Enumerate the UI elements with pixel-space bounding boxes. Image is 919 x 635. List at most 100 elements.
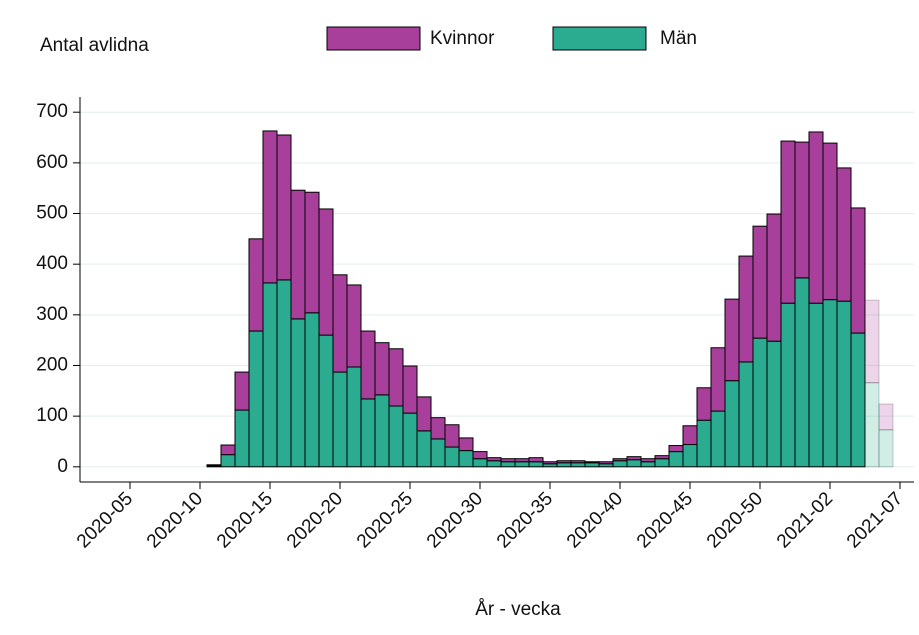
bar-segment bbox=[332, 371, 348, 468]
y-tick-label: 100 bbox=[36, 405, 68, 426]
x-tick-label: 2020-15 bbox=[213, 488, 277, 552]
legend-swatch bbox=[552, 26, 647, 51]
bar-segment bbox=[696, 419, 712, 468]
bar-segment bbox=[318, 208, 334, 336]
bar-segment bbox=[374, 394, 390, 468]
x-tick-label: 2020-30 bbox=[423, 488, 487, 552]
bar-segment bbox=[752, 337, 768, 468]
bar-segment bbox=[444, 446, 460, 468]
bar-segment bbox=[794, 141, 810, 279]
legend-swatch bbox=[326, 26, 421, 51]
legend-label: Män bbox=[660, 28, 697, 49]
bar-segment bbox=[822, 142, 838, 301]
bar-segment bbox=[346, 284, 362, 368]
x-tick-label: 2021-02 bbox=[773, 488, 837, 552]
bar-segment bbox=[542, 461, 558, 465]
x-tick-label: 2020-25 bbox=[353, 488, 417, 552]
bar-segment bbox=[290, 189, 306, 320]
bar-segment bbox=[724, 298, 740, 382]
bar-segment bbox=[710, 347, 726, 412]
bar-segment bbox=[402, 412, 418, 468]
y-tick-label: 200 bbox=[36, 355, 68, 376]
bar-segment bbox=[234, 409, 250, 468]
y-tick-label: 400 bbox=[36, 253, 68, 274]
bar-segment bbox=[878, 403, 894, 431]
bar-segment bbox=[374, 342, 390, 396]
bar-segment bbox=[206, 464, 222, 467]
bar-segment bbox=[500, 461, 516, 468]
bar-segment bbox=[276, 279, 292, 468]
bar-segment bbox=[528, 461, 544, 468]
bar-segment bbox=[304, 191, 320, 314]
bar-segment bbox=[766, 340, 782, 468]
x-axis-label: År - vecka bbox=[475, 599, 561, 620]
x-tick-label: 2020-50 bbox=[703, 488, 767, 552]
bar-segment bbox=[570, 460, 586, 464]
bar-segment bbox=[290, 318, 306, 468]
bar-segment bbox=[864, 382, 880, 468]
bar-segment bbox=[332, 274, 348, 373]
bar-segment bbox=[780, 140, 796, 304]
bar-segment bbox=[388, 348, 404, 407]
y-axis-label: Antal avlidna bbox=[40, 35, 149, 56]
bar-segment bbox=[388, 405, 404, 468]
bar-segment bbox=[458, 450, 474, 468]
x-tick-label: 2021-07 bbox=[843, 488, 907, 552]
y-tick-label: 500 bbox=[36, 203, 68, 224]
bar-segment bbox=[766, 213, 782, 342]
bar-segment bbox=[626, 459, 642, 468]
bar-segment bbox=[752, 225, 768, 339]
bar-segment bbox=[584, 461, 600, 464]
y-tick-label: 700 bbox=[36, 101, 68, 122]
x-tick-label: 2020-45 bbox=[633, 488, 697, 552]
y-tick-label: 300 bbox=[36, 304, 68, 325]
bar-segment bbox=[668, 451, 684, 468]
bar-segment bbox=[808, 131, 824, 304]
bar-segment bbox=[360, 398, 376, 468]
y-tick-label: 600 bbox=[36, 152, 68, 173]
bar-segment bbox=[570, 462, 586, 468]
bar-segment bbox=[500, 458, 516, 463]
bar-segment bbox=[598, 461, 614, 465]
bar-segment bbox=[360, 330, 376, 400]
bar-segment bbox=[220, 444, 236, 456]
bar-segment bbox=[612, 460, 628, 468]
bar-segment bbox=[654, 455, 670, 460]
bar-segment bbox=[304, 312, 320, 468]
bar-segment bbox=[878, 429, 894, 468]
bar-segment bbox=[710, 410, 726, 468]
bar-segment bbox=[472, 451, 488, 460]
bar-segment bbox=[514, 461, 530, 468]
bar-segment bbox=[822, 299, 838, 468]
bar-segment bbox=[584, 462, 600, 468]
bar-segment bbox=[738, 255, 754, 363]
bar-segment bbox=[528, 457, 544, 463]
bar-segment bbox=[850, 332, 866, 468]
x-tick-label: 2020-35 bbox=[493, 488, 557, 552]
bar-segment bbox=[486, 457, 502, 462]
bar-segment bbox=[220, 454, 236, 468]
bar-segment bbox=[486, 460, 502, 468]
bar-segment bbox=[836, 300, 852, 468]
bar-segment bbox=[234, 371, 250, 411]
bar-segment bbox=[640, 458, 656, 463]
bar-segment bbox=[556, 460, 572, 464]
bar-segment bbox=[346, 366, 362, 468]
x-tick-label: 2020-20 bbox=[283, 488, 347, 552]
bar-segment bbox=[402, 365, 418, 414]
bar-segment bbox=[850, 207, 866, 334]
bar-segment bbox=[248, 330, 264, 468]
bar-segment bbox=[626, 456, 642, 461]
bar-segment bbox=[780, 302, 796, 468]
bar-segment bbox=[514, 458, 530, 463]
bar-segment bbox=[472, 458, 488, 468]
bar-segment bbox=[262, 130, 278, 284]
x-tick-label: 2020-05 bbox=[73, 488, 137, 552]
bar-segment bbox=[738, 361, 754, 468]
bar-segment bbox=[262, 282, 278, 468]
bar-segment bbox=[318, 334, 334, 468]
bar-segment bbox=[416, 430, 432, 468]
bar-segment bbox=[430, 438, 446, 468]
bar-segment bbox=[640, 461, 656, 468]
